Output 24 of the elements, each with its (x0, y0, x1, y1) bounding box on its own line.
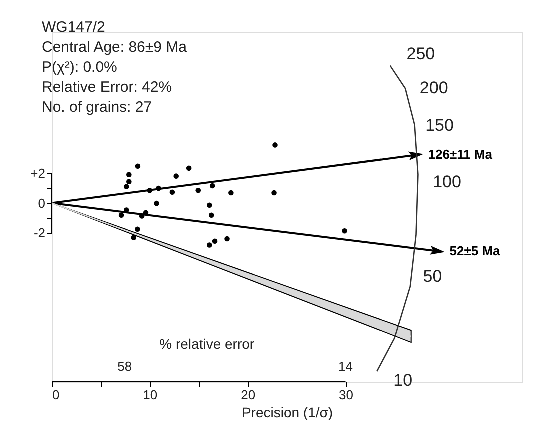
annotation: Central Age: 86±9 Ma (42, 39, 188, 56)
series-label: 126±11 Ma (428, 147, 494, 162)
x-tick-label: 20 (241, 388, 256, 402)
x-axis-title: Precision (1/σ) (242, 404, 334, 420)
y-tick-label: -2 (34, 226, 46, 241)
annotation: 100 (433, 172, 462, 192)
annotation: % relative error (160, 336, 255, 352)
x-tick-label: 10 (143, 388, 158, 402)
annotation: No. of grains: 27 (42, 99, 152, 116)
chart-title: WG147/2 (42, 19, 106, 36)
series-label: 52±5 Ma (450, 243, 502, 258)
x-tick-label: 30 (339, 388, 354, 402)
annotation: Relative Error: 42% (42, 79, 172, 96)
annotation: 200 (420, 78, 448, 98)
x-tick-label: 0 (52, 388, 60, 402)
annotation: 14 (338, 359, 353, 374)
annotation: 250 (406, 44, 436, 64)
y-tick-label: 0 (38, 196, 46, 211)
annotation: P(χ²): 0.0% (42, 59, 118, 76)
annotation: 150 (426, 116, 454, 135)
annotation: 50 (423, 267, 442, 286)
y-tick-label: +2 (30, 166, 46, 181)
annotation: 10 (394, 370, 413, 390)
annotation: 58 (118, 359, 132, 374)
